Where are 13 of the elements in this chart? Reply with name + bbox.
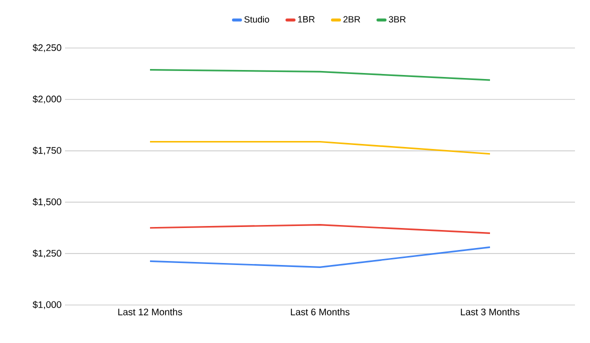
legend-label: 1BR: [298, 16, 315, 22]
y-tick-label: $1,750: [32, 146, 62, 155]
x-tick-label: Last 3 Months: [460, 308, 520, 316]
y-tick-label: $2,250: [32, 44, 62, 52]
legend-label: Studio: [244, 16, 270, 23]
legend-label: 3BR: [388, 16, 406, 23]
x-tick-label: Last 6 Months: [290, 308, 350, 316]
legend-label: 2BR: [343, 16, 360, 22]
x-tick-label: Last 12 Months: [118, 308, 182, 316]
y-tick-label: $1,250: [32, 249, 62, 258]
y-tick-label: $2,000: [32, 95, 62, 104]
y-tick-label: $1,500: [32, 198, 62, 206]
y-tick-label: $1,000: [32, 300, 62, 310]
